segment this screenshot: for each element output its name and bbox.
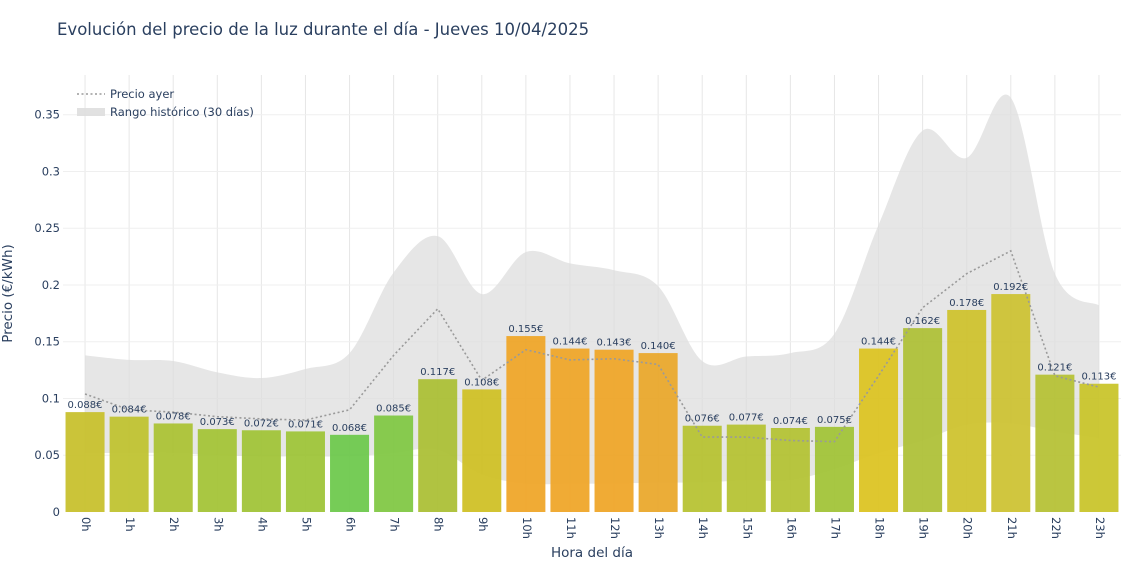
x-tick-label: 16h — [784, 517, 798, 539]
x-tick-label: 22h — [1049, 517, 1063, 539]
bar-value-label: 0.076€ — [685, 414, 720, 425]
x-tick-label: 20h — [961, 517, 975, 539]
x-tick-label: 3h — [211, 517, 225, 532]
price-bar[interactable] — [726, 424, 766, 512]
bar-value-label: 0.084€ — [112, 405, 147, 416]
x-tick-label: 9h — [476, 517, 490, 532]
x-tick-label: 21h — [1005, 517, 1019, 539]
price-bar[interactable] — [1035, 374, 1075, 512]
bar-value-label: 0.068€ — [332, 423, 367, 434]
x-tick-label: 11h — [564, 517, 578, 539]
x-tick-label: 4h — [255, 517, 269, 532]
x-tick-label: 23h — [1093, 517, 1107, 539]
bar-value-label: 0.192€ — [993, 282, 1028, 293]
bar-value-label: 0.140€ — [641, 341, 676, 352]
x-tick-label: 13h — [652, 517, 666, 539]
price-bar[interactable] — [550, 348, 590, 512]
price-bar[interactable] — [903, 328, 943, 512]
price-bar[interactable] — [197, 429, 237, 512]
x-axis-title: Hora del día — [551, 545, 633, 561]
x-tick-label: 2h — [167, 517, 181, 532]
y-tick-label: 0.05 — [34, 448, 60, 462]
y-tick-label: 0.25 — [34, 221, 60, 235]
bar-value-label: 0.072€ — [244, 418, 279, 429]
bar-value-label: 0.143€ — [597, 338, 632, 349]
x-tick-label: 15h — [740, 517, 754, 539]
bar-value-label: 0.144€ — [552, 337, 587, 348]
bar-value-label: 0.085€ — [376, 404, 411, 415]
y-tick-label: 0 — [53, 505, 60, 519]
price-bar[interactable] — [462, 389, 502, 512]
bar-value-label: 0.071€ — [288, 419, 323, 430]
price-bar[interactable] — [506, 336, 546, 512]
price-bar[interactable] — [65, 412, 105, 512]
legend-label: Rango histórico (30 días) — [110, 105, 254, 119]
price-bar[interactable] — [682, 425, 722, 512]
y-tick-label: 0.15 — [34, 335, 60, 349]
y-axis-title: Precio (€/kWh) — [0, 244, 16, 343]
legend-label: Precio ayer — [110, 87, 174, 101]
x-tick-label: 6h — [344, 517, 358, 532]
x-tick-label: 5h — [299, 517, 313, 532]
bar-value-label: 0.121€ — [1037, 363, 1072, 374]
bar-value-label: 0.075€ — [817, 415, 852, 426]
price-bar[interactable] — [374, 415, 414, 512]
chart-title: Evolución del precio de la luz durante e… — [57, 20, 590, 39]
bar-value-label: 0.074€ — [773, 416, 808, 427]
x-tick-label: 8h — [432, 517, 446, 532]
price-bar[interactable] — [859, 348, 899, 512]
price-bar[interactable] — [330, 434, 370, 512]
x-tick-label: 19h — [917, 517, 931, 539]
yesterday-price-line — [84, 249, 1100, 443]
price-bar[interactable] — [285, 431, 325, 512]
price-bar[interactable] — [418, 379, 458, 512]
price-bar[interactable] — [814, 426, 854, 512]
y-tick-label: 0.1 — [42, 391, 60, 405]
price-bar[interactable] — [638, 353, 678, 512]
bar-value-label: 0.144€ — [861, 337, 896, 348]
x-tick-label: 14h — [696, 517, 710, 539]
x-tick-label: 10h — [520, 517, 534, 539]
bar-value-label: 0.162€ — [905, 316, 940, 327]
x-tick-label: 17h — [828, 517, 842, 539]
price-bar[interactable] — [109, 416, 149, 512]
price-bar[interactable] — [241, 430, 281, 512]
bar-value-label: 0.155€ — [508, 324, 543, 335]
price-bar[interactable] — [770, 428, 810, 512]
bar-value-label: 0.117€ — [420, 367, 455, 378]
historical-range-band — [85, 94, 1099, 485]
bar-value-label: 0.108€ — [464, 377, 499, 388]
x-tick-label: 18h — [873, 517, 887, 539]
x-tick-label: 0h — [79, 517, 93, 532]
bar-value-label: 0.073€ — [200, 417, 235, 428]
bar-value-label: 0.078€ — [156, 411, 191, 422]
bar-value-label: 0.113€ — [1081, 372, 1116, 383]
price-bar[interactable] — [594, 349, 634, 512]
y-tick-label: 0.3 — [42, 164, 60, 178]
price-bar[interactable] — [947, 309, 987, 512]
price-bar[interactable] — [153, 423, 193, 512]
x-tick-label: 1h — [123, 517, 137, 532]
price-bar[interactable] — [991, 294, 1031, 512]
bar-value-label: 0.077€ — [729, 413, 764, 424]
price-bar[interactable] — [1079, 383, 1119, 512]
x-tick-label: 7h — [388, 517, 402, 532]
bar-value-label: 0.088€ — [68, 400, 103, 411]
x-tick-label: 12h — [608, 517, 622, 539]
y-tick-label: 0.2 — [42, 278, 60, 292]
legend-band-swatch — [77, 108, 105, 116]
bar-value-label: 0.178€ — [949, 298, 984, 309]
y-tick-label: 0.35 — [34, 108, 60, 122]
